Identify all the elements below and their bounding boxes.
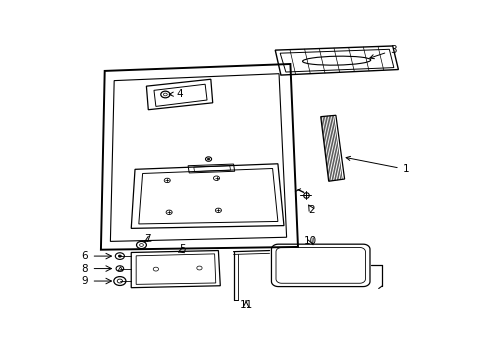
Text: 11: 11 bbox=[239, 300, 252, 310]
Text: 2: 2 bbox=[307, 204, 314, 215]
Text: 3: 3 bbox=[369, 45, 396, 59]
Text: 8: 8 bbox=[81, 264, 88, 274]
Text: 10: 10 bbox=[304, 235, 316, 246]
Circle shape bbox=[207, 158, 209, 160]
Text: 9: 9 bbox=[81, 276, 88, 286]
Text: 5: 5 bbox=[179, 244, 185, 254]
Text: 1: 1 bbox=[346, 156, 408, 174]
Circle shape bbox=[118, 255, 121, 257]
Text: 6: 6 bbox=[81, 251, 88, 261]
Text: 4: 4 bbox=[169, 89, 183, 99]
Text: 7: 7 bbox=[144, 234, 150, 244]
